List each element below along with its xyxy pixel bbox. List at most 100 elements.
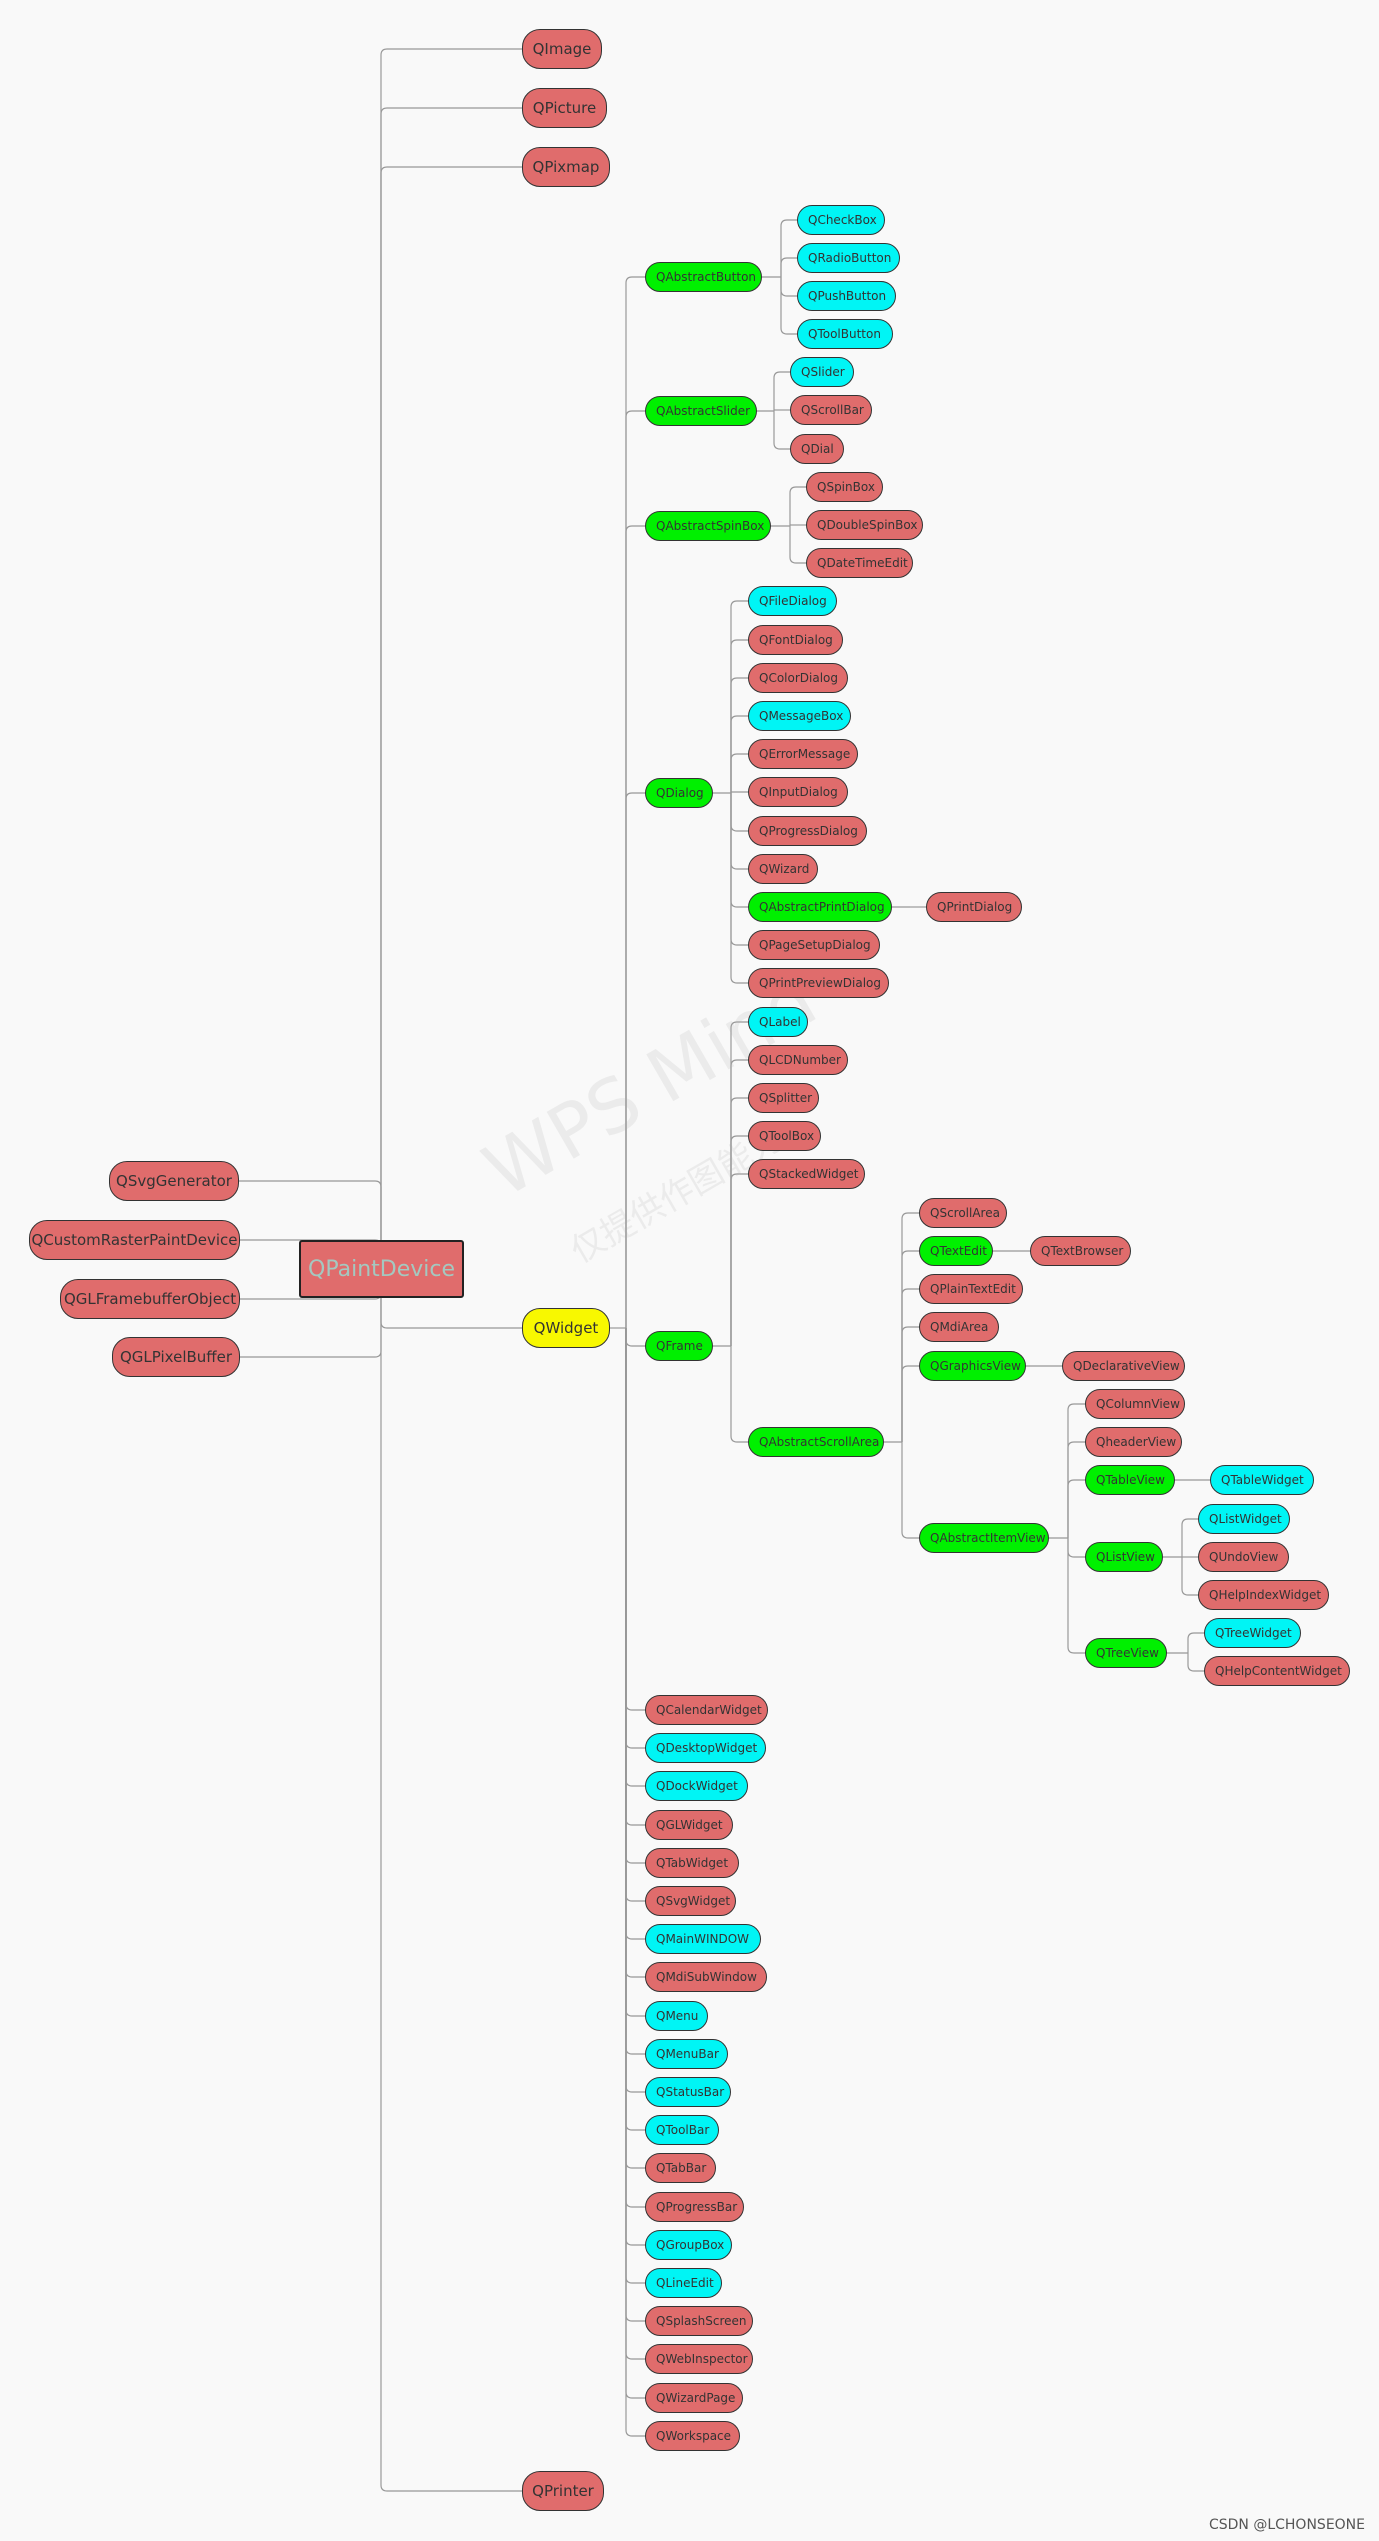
node-qscrollbar[interactable]: QScrollBar [790, 395, 872, 425]
node-qslider[interactable]: QSlider [790, 357, 854, 387]
node-qsplitter[interactable]: QSplitter [748, 1083, 819, 1113]
node-qtableview[interactable]: QTableView [1085, 1465, 1175, 1495]
node-qpicture[interactable]: QPicture [522, 88, 607, 128]
node-qlabel[interactable]: QLabel [748, 1007, 808, 1037]
node-qtabwidget[interactable]: QTabWidget [645, 1848, 739, 1878]
node-qmenu[interactable]: QMenu [645, 2001, 708, 2031]
node-qwebinspector[interactable]: QWebInspector [645, 2344, 753, 2374]
node-qabstractspinbox[interactable]: QAbstractSpinBox [645, 511, 771, 541]
node-qlineedit[interactable]: QLineEdit [645, 2268, 722, 2298]
node-qdial[interactable]: QDial [790, 434, 844, 464]
node-qabstractscrollarea[interactable]: QAbstractScrollArea [748, 1427, 884, 1457]
node-qhelpcontentwidget[interactable]: QHelpContentWidget [1204, 1656, 1350, 1686]
node-qtextedit[interactable]: QTextEdit [919, 1236, 993, 1266]
node-qprogressbar[interactable]: QProgressBar [645, 2192, 744, 2222]
node-qtoolbox[interactable]: QToolBox [748, 1121, 821, 1151]
node-qtreewidget[interactable]: QTreeWidget [1204, 1618, 1301, 1648]
node-qtabbar[interactable]: QTabBar [645, 2153, 716, 2183]
node-qwidget[interactable]: QWidget [522, 1308, 610, 1348]
node-qdesktopwidget[interactable]: QDesktopWidget [645, 1733, 766, 1763]
connector-line [625, 1328, 645, 2284]
node-qwizard[interactable]: QWizard [748, 854, 818, 884]
node-label: QProgressBar [656, 2200, 738, 2214]
node-qworkspace[interactable]: QWorkspace [645, 2421, 740, 2451]
node-qtoolbar[interactable]: QToolBar [645, 2115, 719, 2145]
node-qglwidget[interactable]: QGLWidget [645, 1810, 733, 1840]
node-qstackedwidget[interactable]: QStackedWidget [748, 1159, 865, 1189]
node-qdockwidget[interactable]: QDockWidget [645, 1771, 748, 1801]
node-qdeclarativeview[interactable]: QDeclarativeView [1062, 1351, 1185, 1381]
node-qcolumnview[interactable]: QColumnView [1085, 1389, 1185, 1419]
node-qlistwidget[interactable]: QListWidget [1198, 1504, 1290, 1534]
node-qlcdnumber[interactable]: QLCDNumber [748, 1045, 848, 1075]
node-qsvgwidget[interactable]: QSvgWidget [645, 1886, 736, 1916]
connector-line [730, 793, 748, 984]
node-qmessagebox[interactable]: QMessageBox [748, 701, 851, 731]
node-qspinbox[interactable]: QSpinBox [806, 472, 883, 502]
node-qfontdialog[interactable]: QFontDialog [748, 625, 843, 655]
connector-line [901, 1250, 919, 1442]
node-label: QDesktopWidget [656, 1741, 758, 1755]
node-qimage[interactable]: QImage [522, 29, 602, 69]
node-label: QAbstractPrintDialog [759, 900, 885, 914]
node-qcolordialog[interactable]: QColorDialog [748, 663, 848, 693]
node-qsplashscreen[interactable]: QSplashScreen [645, 2306, 753, 2336]
node-qstatusbar[interactable]: QStatusBar [645, 2077, 731, 2107]
node-qframe[interactable]: QFrame [645, 1331, 713, 1361]
node-qinputdialog[interactable]: QInputDialog [748, 777, 848, 807]
node-qhelpindexwidget[interactable]: QHelpIndexWidget [1198, 1580, 1329, 1610]
node-qdialog[interactable]: QDialog [645, 778, 713, 808]
node-qmdiarea[interactable]: QMdiArea [919, 1312, 999, 1342]
node-label: QHelpIndexWidget [1209, 1588, 1322, 1602]
node-qprogressdialog[interactable]: QProgressDialog [748, 816, 867, 846]
node-qplaintextedit[interactable]: QPlainTextEdit [919, 1274, 1023, 1304]
connector-line [730, 1097, 748, 1346]
node-label: QAbstractSpinBox [656, 519, 765, 533]
node-qglpixelbuffer[interactable]: QGLPixelBuffer [112, 1337, 240, 1377]
node-qgroupbox[interactable]: QGroupBox [645, 2230, 732, 2260]
node-qcalendarwidget[interactable]: QCalendarWidget [645, 1695, 768, 1725]
node-qtextbrowser[interactable]: QTextBrowser [1030, 1236, 1131, 1266]
connector-line [625, 792, 645, 1328]
node-qpaintdevice[interactable]: QPaintDevice [299, 1240, 464, 1298]
node-qcustomrasterpaintdevice[interactable]: QCustomRasterPaintDevice [29, 1220, 240, 1260]
node-qmainwindow[interactable]: QMainWINDOW [645, 1924, 761, 1954]
node-qdoublespinbox[interactable]: QDoubleSpinBox [806, 510, 923, 540]
connector-line [625, 410, 645, 1328]
node-qfiledialog[interactable]: QFileDialog [748, 586, 837, 616]
node-label: QPageSetupDialog [759, 938, 871, 952]
node-qundoview[interactable]: QUndoView [1198, 1542, 1289, 1572]
node-qpixmap[interactable]: QPixmap [522, 147, 610, 187]
node-qtablewidget[interactable]: QTableWidget [1210, 1465, 1314, 1495]
node-qprinter[interactable]: QPrinter [522, 2471, 604, 2511]
node-qabstractslider[interactable]: QAbstractSlider [645, 396, 757, 426]
node-qscrollarea[interactable]: QScrollArea [919, 1198, 1007, 1228]
node-qabstractprintdialog[interactable]: QAbstractPrintDialog [748, 892, 892, 922]
node-qprintpreviewdialog[interactable]: QPrintPreviewDialog [748, 968, 889, 998]
node-qpushbutton[interactable]: QPushButton [797, 281, 896, 311]
node-qradiobutton[interactable]: QRadioButton [797, 243, 900, 273]
node-label: QColumnView [1096, 1397, 1180, 1411]
node-qlistview[interactable]: QListView [1085, 1542, 1163, 1572]
node-qdatetimeedit[interactable]: QDateTimeEdit [806, 548, 913, 578]
node-qmdisubwindow[interactable]: QMdiSubWindow [645, 1962, 767, 1992]
node-qwizardpage[interactable]: QWizardPage [645, 2383, 743, 2413]
connector-line [240, 1269, 382, 1358]
node-qmenubar[interactable]: QMenuBar [645, 2039, 728, 2069]
node-qglframebufferobject[interactable]: QGLFramebufferObject [60, 1279, 240, 1319]
node-qgraphicsview[interactable]: QGraphicsView [919, 1351, 1026, 1381]
node-qheaderview[interactable]: QheaderView [1085, 1427, 1182, 1457]
node-qabstractitemview[interactable]: QAbstractItemView [919, 1523, 1049, 1553]
connector-line [625, 1328, 645, 1940]
node-qprintdialog[interactable]: QPrintDialog [926, 892, 1022, 922]
node-qsvggenerator[interactable]: QSvgGenerator [109, 1161, 239, 1201]
node-qtreeview[interactable]: QTreeView [1085, 1638, 1167, 1668]
node-qabstractbutton[interactable]: QAbstractButton [645, 262, 762, 292]
node-qpagesetupdialog[interactable]: QPageSetupDialog [748, 930, 880, 960]
node-qerrormessage[interactable]: QErrorMessage [748, 739, 858, 769]
node-label: QErrorMessage [759, 747, 851, 761]
connector-line [380, 1269, 522, 2492]
node-qtoolbutton[interactable]: QToolButton [797, 319, 893, 349]
node-qcheckbox[interactable]: QCheckBox [797, 205, 885, 235]
node-label: QTableView [1096, 1473, 1165, 1487]
